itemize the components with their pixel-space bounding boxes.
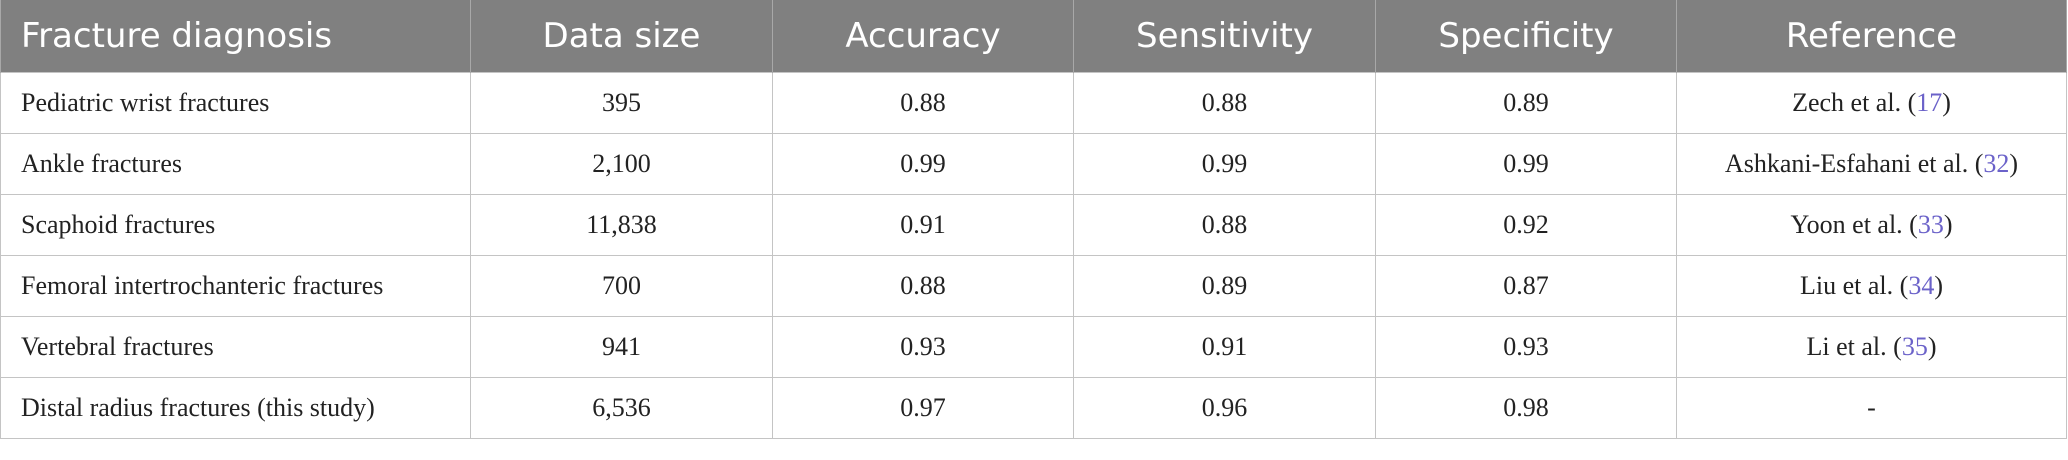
cell-diagnosis: Distal radius fractures (this study) <box>0 377 471 439</box>
cell-data-size: 395 <box>470 72 773 134</box>
reference-close: ) <box>1942 88 1951 117</box>
table-row: Femoral intertrochanteric fractures 700 … <box>0 255 2067 317</box>
cell-data-size: 941 <box>470 316 773 378</box>
table-row: Pediatric wrist fractures 395 0.88 0.88 … <box>0 72 2067 134</box>
reference-link[interactable]: 33 <box>1917 210 1944 239</box>
reference-link[interactable]: 34 <box>1908 271 1935 300</box>
cell-sensitivity: 0.88 <box>1073 194 1376 256</box>
cell-reference: Yoon et al. (33) <box>1676 194 2067 256</box>
header-data-size: Data size <box>470 0 773 73</box>
reference-author: Liu et al. ( <box>1800 271 1909 300</box>
header-specificity: Specificity <box>1375 0 1677 73</box>
cell-accuracy: 0.88 <box>772 72 1074 134</box>
cell-data-size: 11,838 <box>470 194 773 256</box>
reference-author: Ashkani-Esfahani et al. ( <box>1724 149 1984 178</box>
reference-author: Zech et al. ( <box>1792 88 1917 117</box>
cell-sensitivity: 0.89 <box>1073 255 1376 317</box>
table-row: Scaphoid fractures 11,838 0.91 0.88 0.92… <box>0 194 2067 256</box>
cell-reference: Zech et al. (17) <box>1676 72 2067 134</box>
cell-reference: Liu et al. (34) <box>1676 255 2067 317</box>
cell-diagnosis: Vertebral fractures <box>0 316 471 378</box>
table-row: Vertebral fractures 941 0.93 0.91 0.93 L… <box>0 316 2067 378</box>
cell-reference: Ashkani-Esfahani et al. (32) <box>1676 133 2067 195</box>
cell-sensitivity: 0.99 <box>1073 133 1376 195</box>
cell-accuracy: 0.88 <box>772 255 1074 317</box>
header-accuracy: Accuracy <box>772 0 1074 73</box>
cell-sensitivity: 0.88 <box>1073 72 1376 134</box>
cell-accuracy: 0.91 <box>772 194 1074 256</box>
reference-close: ) <box>2009 149 2019 178</box>
reference-close: ) <box>1943 210 1953 239</box>
cell-specificity: 0.98 <box>1375 377 1677 439</box>
header-fracture-diagnosis: Fracture diagnosis <box>0 0 471 73</box>
reference-author: Li et al. ( <box>1806 332 1902 361</box>
table-row: Ankle fractures 2,100 0.99 0.99 0.99 Ash… <box>0 133 2067 195</box>
cell-specificity: 0.99 <box>1375 133 1677 195</box>
reference-link[interactable]: 17 <box>1916 88 1943 117</box>
cell-diagnosis: Ankle fractures <box>0 133 471 195</box>
reference-author: - <box>1867 393 1876 422</box>
reference-link[interactable]: 32 <box>1983 149 2010 178</box>
cell-diagnosis: Femoral intertrochanteric fractures <box>0 255 471 317</box>
reference-close: ) <box>1934 271 1943 300</box>
cell-accuracy: 0.97 <box>772 377 1074 439</box>
cell-diagnosis: Pediatric wrist fractures <box>0 72 471 134</box>
fracture-comparison-table: Fracture diagnosis Data size Accuracy Se… <box>0 0 2067 439</box>
cell-specificity: 0.92 <box>1375 194 1677 256</box>
table-header: Fracture diagnosis Data size Accuracy Se… <box>0 0 2067 73</box>
fracture-comparison-table-container: Fracture diagnosis Data size Accuracy Se… <box>0 0 2067 439</box>
header-row: Fracture diagnosis Data size Accuracy Se… <box>0 0 2067 73</box>
cell-data-size: 2,100 <box>470 133 773 195</box>
table-row: Distal radius fractures (this study) 6,5… <box>0 377 2067 439</box>
header-reference: Reference <box>1676 0 2067 73</box>
cell-specificity: 0.89 <box>1375 72 1677 134</box>
cell-specificity: 0.87 <box>1375 255 1677 317</box>
reference-author: Yoon et al. ( <box>1790 210 1918 239</box>
cell-data-size: 700 <box>470 255 773 317</box>
cell-specificity: 0.93 <box>1375 316 1677 378</box>
cell-diagnosis: Scaphoid fractures <box>0 194 471 256</box>
header-sensitivity: Sensitivity <box>1073 0 1376 73</box>
reference-close: ) <box>1927 332 1937 361</box>
reference-link[interactable]: 35 <box>1901 332 1928 361</box>
cell-data-size: 6,536 <box>470 377 773 439</box>
cell-sensitivity: 0.96 <box>1073 377 1376 439</box>
cell-accuracy: 0.99 <box>772 133 1074 195</box>
table-body: Pediatric wrist fractures 395 0.88 0.88 … <box>0 72 2067 439</box>
cell-reference: Li et al. (35) <box>1676 316 2067 378</box>
cell-sensitivity: 0.91 <box>1073 316 1376 378</box>
cell-reference: - <box>1676 377 2067 439</box>
cell-accuracy: 0.93 <box>772 316 1074 378</box>
